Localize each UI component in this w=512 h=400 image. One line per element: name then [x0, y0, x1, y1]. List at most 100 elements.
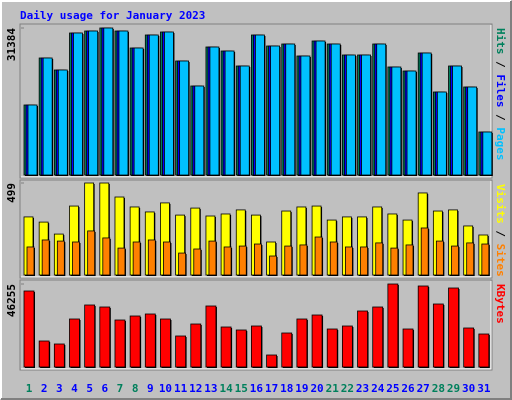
bar	[224, 50, 235, 176]
bar	[38, 340, 50, 368]
bar	[299, 244, 308, 276]
y-tick-label: 499	[5, 183, 18, 203]
bar	[99, 306, 111, 368]
x-tick-label: 23	[356, 382, 369, 395]
x-tick-label: 16	[250, 382, 264, 395]
bar	[254, 243, 262, 276]
bar	[285, 43, 296, 176]
legend-separator: /	[494, 230, 507, 237]
x-tick-label: 9	[147, 382, 154, 395]
legend-entry: Visits	[494, 184, 507, 224]
y-tick-label: 46255	[5, 284, 18, 317]
bar	[164, 31, 174, 176]
x-tick-label: 1	[26, 382, 33, 395]
legend-gap	[494, 237, 507, 244]
panel-bevel	[21, 281, 492, 370]
bar	[481, 243, 490, 276]
panel-bevel	[21, 181, 492, 278]
x-tick-label: 30	[462, 382, 475, 395]
bar	[190, 323, 202, 368]
x-tick-label: 22	[341, 382, 354, 395]
x-tick-label: 8	[132, 382, 139, 395]
bar	[69, 318, 80, 368]
bar	[42, 57, 53, 176]
bar	[417, 285, 429, 368]
bar	[372, 306, 384, 368]
bar	[23, 290, 35, 368]
legend-gap	[494, 224, 507, 231]
bar	[133, 47, 144, 176]
bar	[326, 328, 338, 368]
legend-separator: /	[494, 61, 507, 68]
bar	[314, 236, 323, 276]
bar	[281, 332, 293, 368]
bar	[390, 247, 399, 276]
bar	[315, 40, 326, 176]
bar	[452, 65, 462, 176]
bar	[56, 240, 65, 276]
x-tick-label: 18	[280, 382, 293, 395]
bar	[451, 245, 459, 276]
x-tick-label: 20	[310, 382, 323, 395]
bar	[175, 335, 187, 368]
bar	[223, 246, 232, 276]
bar	[178, 252, 187, 276]
x-tick-label: 19	[295, 382, 308, 395]
bar	[436, 91, 447, 176]
bar	[102, 237, 111, 276]
legend-entry: Files	[494, 74, 507, 107]
bar	[88, 30, 99, 176]
legend: KBytes	[494, 284, 507, 324]
x-tick-label: 4	[71, 382, 78, 395]
bar	[284, 245, 293, 276]
bar	[53, 343, 65, 368]
bar	[300, 55, 311, 176]
x-tick-label: 3	[56, 382, 63, 395]
legend-separator: /	[494, 114, 507, 121]
panel-bevel	[21, 25, 492, 178]
y-tick-label: 31384	[5, 28, 18, 61]
bar	[103, 27, 114, 176]
bar	[341, 325, 353, 368]
bar	[391, 66, 402, 176]
legend-entry: Pages	[494, 127, 507, 160]
x-tick-label: 13	[204, 382, 217, 395]
bar	[220, 326, 232, 368]
bar	[193, 248, 202, 276]
bar	[129, 315, 141, 368]
bar	[421, 52, 432, 176]
bar	[345, 54, 356, 176]
x-tick-label: 24	[371, 382, 385, 395]
bar	[406, 70, 417, 176]
x-tick-label: 27	[417, 382, 430, 395]
bar	[132, 241, 141, 276]
bar	[463, 327, 475, 368]
bar	[179, 60, 190, 176]
bar	[239, 65, 250, 176]
legend-entry: Sites	[494, 244, 507, 277]
bar	[118, 30, 129, 176]
bar	[114, 319, 126, 368]
bar	[27, 104, 38, 176]
bar	[57, 69, 68, 176]
x-tick-label: 6	[101, 382, 108, 395]
bar	[360, 246, 368, 276]
bar	[296, 318, 308, 368]
bar	[26, 246, 35, 276]
bar	[420, 227, 429, 276]
x-tick-label: 2	[41, 382, 48, 395]
x-tick-label: 15	[235, 382, 248, 395]
bar	[208, 240, 217, 276]
x-tick-label: 11	[174, 382, 188, 395]
bar	[467, 86, 478, 176]
bar	[117, 247, 126, 276]
x-tick-label: 25	[386, 382, 399, 395]
bar	[266, 354, 277, 368]
x-tick-label: 31	[477, 382, 491, 395]
x-tick-label: 21	[326, 382, 340, 395]
chart-title: Daily usage for January 2023	[20, 9, 205, 22]
legend-entry: KBytes	[494, 284, 507, 324]
bar	[402, 328, 414, 368]
bar	[209, 46, 220, 176]
